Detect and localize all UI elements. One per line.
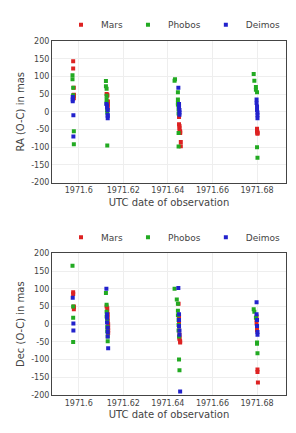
svg-text:0: 0 [44, 320, 49, 329]
svg-text:UTC date of observation: UTC date of observation [109, 197, 230, 208]
svg-text:Deimos: Deimos [246, 20, 280, 30]
svg-text:50: 50 [39, 90, 49, 99]
svg-text:UTC date of observation: UTC date of observation [109, 409, 230, 420]
svg-text:1971.64: 1971.64 [151, 186, 184, 195]
svg-text:1971.62: 1971.62 [107, 399, 140, 408]
svg-text:150: 150 [34, 267, 49, 276]
svg-text:Mars: Mars [101, 20, 123, 30]
svg-text:Phobos: Phobos [168, 20, 201, 30]
svg-text:0: 0 [44, 108, 49, 117]
svg-text:Mars: Mars [101, 233, 123, 243]
svg-text:-100: -100 [31, 143, 49, 152]
svg-text:1971.66: 1971.66 [196, 399, 229, 408]
svg-text:1971.68: 1971.68 [240, 186, 273, 195]
svg-text:Deimos: Deimos [246, 233, 280, 243]
svg-text:Phobos: Phobos [168, 233, 201, 243]
svg-text:-50: -50 [36, 338, 49, 347]
svg-text:-50: -50 [36, 125, 49, 134]
svg-text:RA (O-C) in mas: RA (O-C) in mas [15, 72, 26, 152]
svg-text:1971.68: 1971.68 [240, 399, 273, 408]
svg-text:100: 100 [34, 285, 49, 294]
svg-text:50: 50 [39, 302, 49, 311]
svg-text:Dec (O-C) in mas: Dec (O-C) in mas [15, 281, 26, 367]
svg-text:-200: -200 [31, 391, 49, 400]
svg-text:1971.66: 1971.66 [196, 186, 229, 195]
svg-text:-150: -150 [31, 373, 49, 382]
svg-text:-200: -200 [31, 178, 49, 187]
svg-text:-100: -100 [31, 355, 49, 364]
svg-text:1971.64: 1971.64 [151, 399, 184, 408]
svg-text:150: 150 [34, 55, 49, 64]
svg-text:200: 200 [34, 37, 49, 46]
svg-text:200: 200 [34, 249, 49, 258]
svg-text:1971.62: 1971.62 [107, 186, 140, 195]
svg-text:1971.6: 1971.6 [65, 399, 93, 408]
svg-text:-150: -150 [31, 161, 49, 170]
svg-text:100: 100 [34, 72, 49, 81]
svg-text:1971.6: 1971.6 [65, 186, 93, 195]
